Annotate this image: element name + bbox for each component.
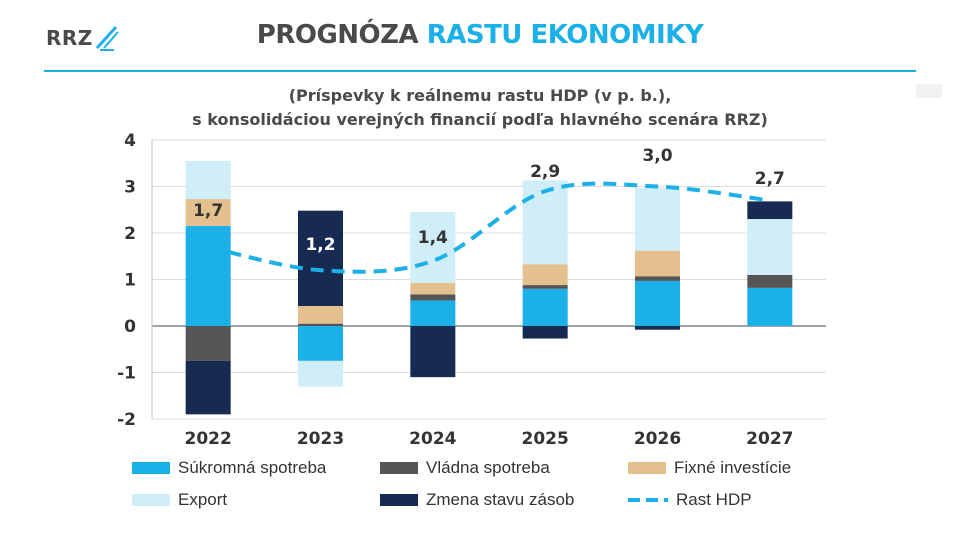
title-part-2: RASTU EKONOMIKY: [426, 20, 704, 50]
bar-segment: [298, 210, 343, 307]
bar-segment: [635, 276, 680, 281]
bar-segment: [635, 326, 680, 330]
bar-segment: [298, 360, 343, 387]
y-tick-label: 1: [124, 271, 136, 291]
bar-segment: [522, 180, 568, 265]
y-tick-label: -1: [117, 364, 136, 384]
bar-segment: [410, 294, 456, 301]
x-tick-label: 2023: [297, 429, 344, 449]
bar-segment: [410, 212, 456, 283]
bar-segment: [410, 282, 456, 295]
bar-segment: [522, 288, 568, 326]
data-label: 1,2: [305, 235, 335, 255]
corner-decoration: [916, 84, 942, 98]
bar-segment: [298, 326, 343, 361]
x-tick-label: 2027: [746, 429, 793, 449]
bar-segment: [185, 199, 231, 227]
logo-text: RRZ: [46, 26, 93, 50]
data-label: 2,9: [530, 162, 560, 182]
bar-segment: [747, 201, 793, 220]
y-tick-label: 2: [124, 224, 136, 244]
x-tick-label: 2024: [409, 429, 456, 449]
y-tick-label: -2: [117, 410, 136, 430]
bar-segment: [298, 323, 343, 326]
bar-segment: [635, 280, 680, 326]
page-title: PROGNÓZA RASTU EKONOMIKY: [0, 20, 960, 50]
data-label: 3,0: [642, 146, 672, 166]
bar-segment: [522, 326, 568, 339]
x-tick-label: 2026: [634, 429, 681, 449]
title-part-1: PROGNÓZA: [256, 20, 419, 50]
bar-segment: [298, 306, 343, 324]
chart-title: (Príspevky k reálnemu rastu HDP (v p. b.…: [288, 86, 672, 105]
bar-segment: [747, 287, 793, 326]
bar-segment: [747, 219, 793, 275]
x-tick-label: 2022: [185, 429, 232, 449]
bar-segment: [522, 285, 568, 289]
bar-segment: [410, 326, 456, 378]
rrz-logo: RRZ: [46, 24, 136, 54]
bar-segment: [522, 264, 568, 286]
chart-subtitle: s konsolidáciou verejných financií podľa…: [192, 110, 768, 129]
title-divider: [44, 70, 916, 72]
y-tick-label: 3: [124, 178, 136, 198]
data-label: 1,4: [418, 228, 448, 248]
bar-segment: [185, 226, 231, 326]
gdp-growth-line: [207, 181, 771, 274]
x-tick-label: 2025: [522, 429, 569, 449]
bar-segment: [635, 187, 680, 251]
bar-segment: [747, 274, 793, 288]
y-tick-label: 0: [124, 317, 136, 337]
bar-segment: [185, 360, 231, 415]
data-label: 2,7: [755, 169, 785, 189]
bar-segment: [185, 160, 231, 200]
bar-segment: [185, 326, 231, 361]
y-tick-label: 4: [124, 131, 136, 151]
bar-segment: [410, 300, 456, 326]
bar-segment: [635, 250, 680, 277]
data-label: 1,7: [193, 201, 223, 221]
logo-mark-icon: [95, 25, 119, 51]
